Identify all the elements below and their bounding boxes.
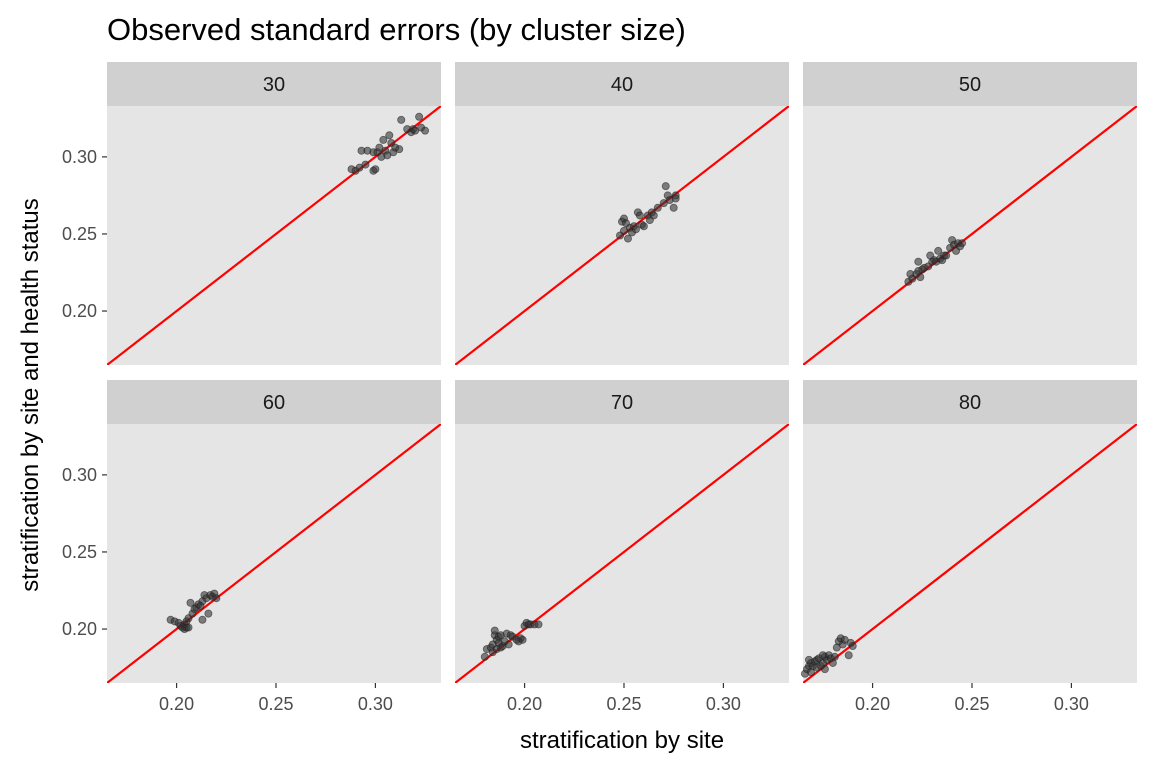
data-point — [490, 626, 499, 635]
facet-strip-label: 50 — [959, 74, 981, 96]
facet-panel-50: 50 — [803, 62, 1137, 365]
data-point — [956, 242, 965, 251]
data-point — [397, 115, 406, 124]
facet-panel-40: 40 — [455, 62, 789, 365]
data-point — [385, 131, 394, 140]
data-point — [347, 165, 356, 174]
facet-panels: 30 0.20 0.25 0.30 40 50 60 0.20 0.25 0.30 0.20 0.25… — [62, 62, 1137, 714]
x-tick-label: 0.20 — [159, 694, 194, 714]
data-point — [395, 145, 404, 154]
data-point — [480, 652, 489, 661]
data-point — [186, 598, 195, 607]
data-point — [916, 273, 925, 282]
facet-strip-label: 30 — [263, 74, 285, 96]
x-tick-label: 0.25 — [954, 694, 989, 714]
y-tick-label: 0.25 — [62, 542, 97, 562]
facet-panel-70: 70 0.20 0.25 0.30 — [455, 380, 789, 714]
facet-panel-80: 80 0.20 0.25 0.30 — [800, 380, 1137, 714]
data-point — [671, 194, 680, 203]
facet-strip — [455, 380, 789, 424]
data-point — [669, 203, 678, 212]
data-point — [534, 620, 543, 629]
data-point — [934, 246, 943, 255]
data-point — [504, 640, 513, 649]
data-point — [421, 126, 430, 135]
data-point — [914, 257, 923, 266]
x-tick-label: 0.30 — [358, 694, 393, 714]
facet-strip — [803, 62, 1137, 106]
facet-panel-60: 60 0.20 0.25 0.30 0.20 0.25 0.30 — [62, 380, 441, 714]
y-axis-title: stratification by site and health status — [17, 198, 44, 592]
data-point — [204, 609, 213, 618]
data-point — [415, 112, 424, 121]
facet-strip — [455, 62, 789, 106]
y-tick-label: 0.20 — [62, 619, 97, 639]
data-point — [212, 594, 221, 603]
data-point — [619, 226, 628, 235]
data-point — [818, 651, 827, 660]
data-point — [820, 665, 829, 674]
facet-strip-label: 60 — [263, 392, 285, 414]
reference-line — [803, 106, 1137, 365]
facet-strip — [107, 62, 441, 106]
x-tick-label: 0.25 — [258, 694, 293, 714]
data-point — [371, 165, 380, 174]
x-tick-label: 0.30 — [706, 694, 741, 714]
data-point — [844, 651, 853, 660]
data-point — [830, 652, 839, 661]
facet-panel-30: 30 0.20 0.25 0.30 — [62, 62, 441, 365]
reference-line — [107, 424, 441, 683]
data-point — [661, 182, 670, 191]
facet-strip-label: 70 — [611, 392, 633, 414]
data-point — [198, 615, 207, 624]
reference-line — [803, 424, 1137, 683]
facet-strip — [107, 380, 441, 424]
data-point — [514, 637, 523, 646]
x-tick-label: 0.20 — [855, 694, 890, 714]
chart-title: Observed standard errors (by cluster siz… — [107, 12, 686, 47]
x-axis-title: stratification by site — [520, 727, 724, 754]
data-point — [631, 225, 640, 234]
data-point — [379, 135, 388, 144]
facet-strip — [803, 380, 1137, 424]
data-point — [653, 203, 662, 212]
y-tick-label: 0.30 — [62, 465, 97, 485]
data-point — [649, 211, 658, 220]
facet-strip-label: 80 — [959, 392, 981, 414]
data-point — [639, 222, 648, 231]
facet-strip-label: 40 — [611, 74, 633, 96]
x-tick-label: 0.20 — [507, 694, 542, 714]
data-point — [942, 251, 951, 260]
y-tick-label: 0.25 — [62, 224, 97, 244]
x-tick-label: 0.25 — [606, 694, 641, 714]
data-point — [848, 642, 857, 651]
data-point — [184, 623, 193, 632]
y-tick-label: 0.30 — [62, 147, 97, 167]
x-tick-label: 0.30 — [1054, 694, 1089, 714]
data-point — [623, 234, 632, 243]
data-point — [635, 211, 644, 220]
data-point — [361, 160, 370, 169]
y-tick-label: 0.20 — [62, 301, 97, 321]
